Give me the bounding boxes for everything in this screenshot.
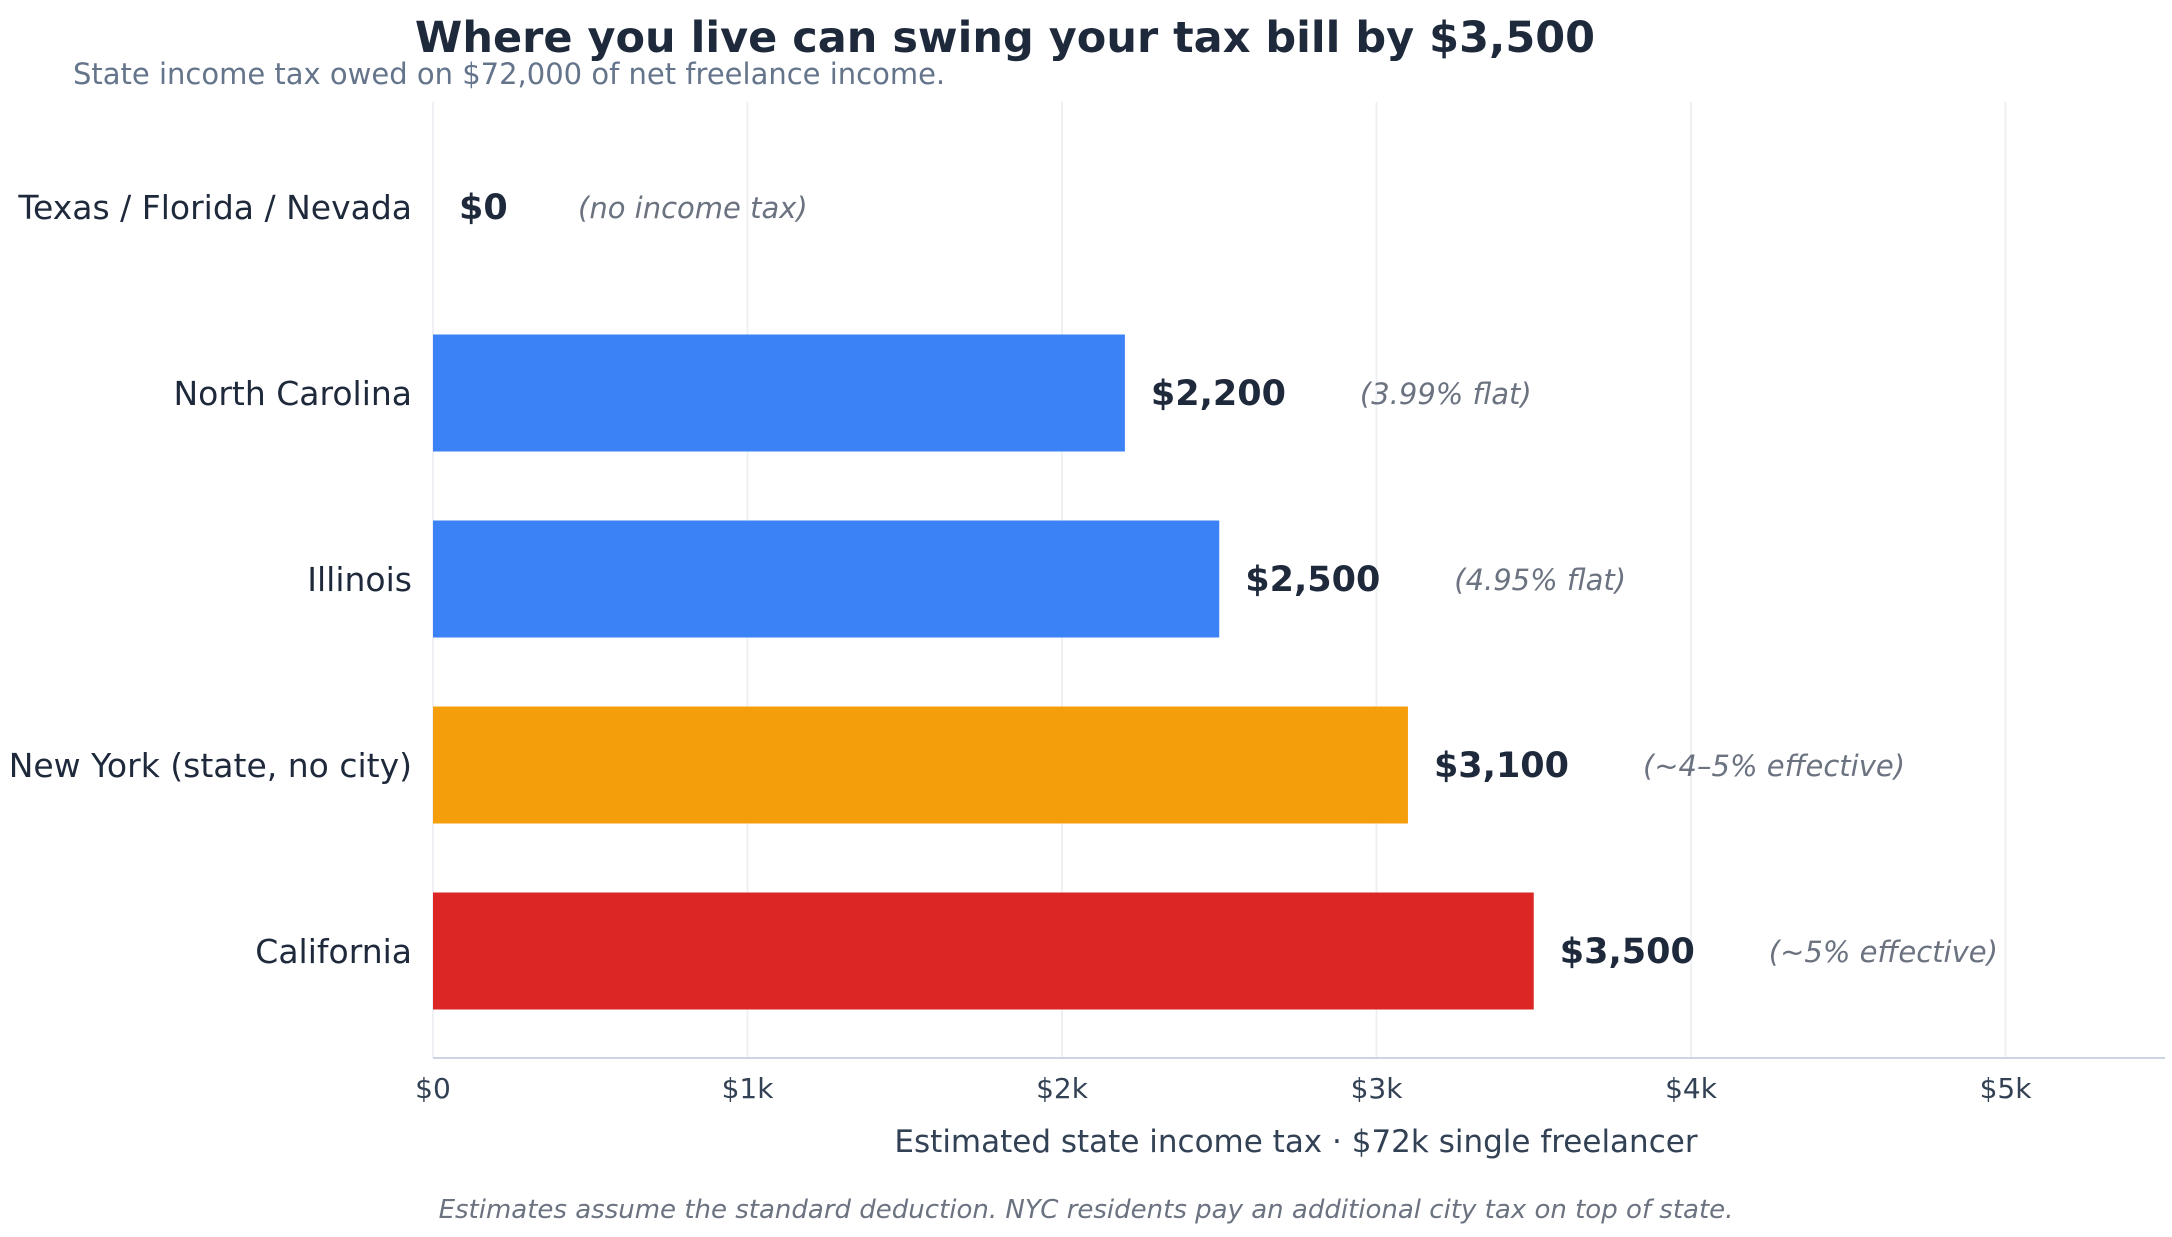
y-category-label: California <box>255 932 412 971</box>
x-axis-label: Estimated state income tax · $72k single… <box>894 1124 1697 1160</box>
bar <box>433 892 1534 1010</box>
x-tick-label: $5k <box>1980 1072 2033 1105</box>
y-category-label: Texas / Florida / Nevada <box>17 188 412 227</box>
chart-subtitle: State income tax owed on $72,000 of net … <box>73 57 945 91</box>
chart-footnote: Estimates assume the standard deduction.… <box>439 1195 1734 1225</box>
bar <box>433 706 1408 824</box>
data-value-label: $2,500 <box>1245 560 1380 600</box>
x-tick-label: $4k <box>1665 1072 1718 1105</box>
chart-title: Where you live can swing your tax bill b… <box>415 13 1595 63</box>
y-category-label: New York (state, no city) <box>9 746 412 785</box>
x-axis-ticks: $0 $1k $2k $3k $4k $5k <box>415 1072 2032 1105</box>
value-labels: $0 (no income tax) $2,200 (3.99% flat) $2,50… <box>459 188 1998 972</box>
x-tick-label: $2k <box>1036 1072 1089 1105</box>
bar <box>433 334 1125 452</box>
y-axis-categories: Texas / Florida / Nevada North Carolina Il… <box>9 188 412 971</box>
data-value-label: $3,100 <box>1434 746 1569 786</box>
data-note-label: (~5% effective) <box>1769 935 1998 969</box>
x-tick-label: $1k <box>722 1072 775 1105</box>
bar <box>433 520 1220 638</box>
data-note-label: (3.99% flat) <box>1360 377 1532 411</box>
data-note-label: (~4–5% effective) <box>1643 749 1905 783</box>
data-note-label: (no income tax) <box>578 191 808 225</box>
x-tick-label: $3k <box>1351 1072 1404 1105</box>
y-category-label: Illinois <box>307 560 412 599</box>
x-tick-label: $0 <box>415 1072 451 1105</box>
data-value-label: $3,500 <box>1560 932 1695 972</box>
data-note-label: (4.95% flat) <box>1454 563 1626 597</box>
data-value-label: $2,200 <box>1151 374 1286 414</box>
data-value-label: $0 <box>459 188 508 228</box>
bars <box>433 334 1534 1010</box>
y-category-label: North Carolina <box>173 374 412 413</box>
